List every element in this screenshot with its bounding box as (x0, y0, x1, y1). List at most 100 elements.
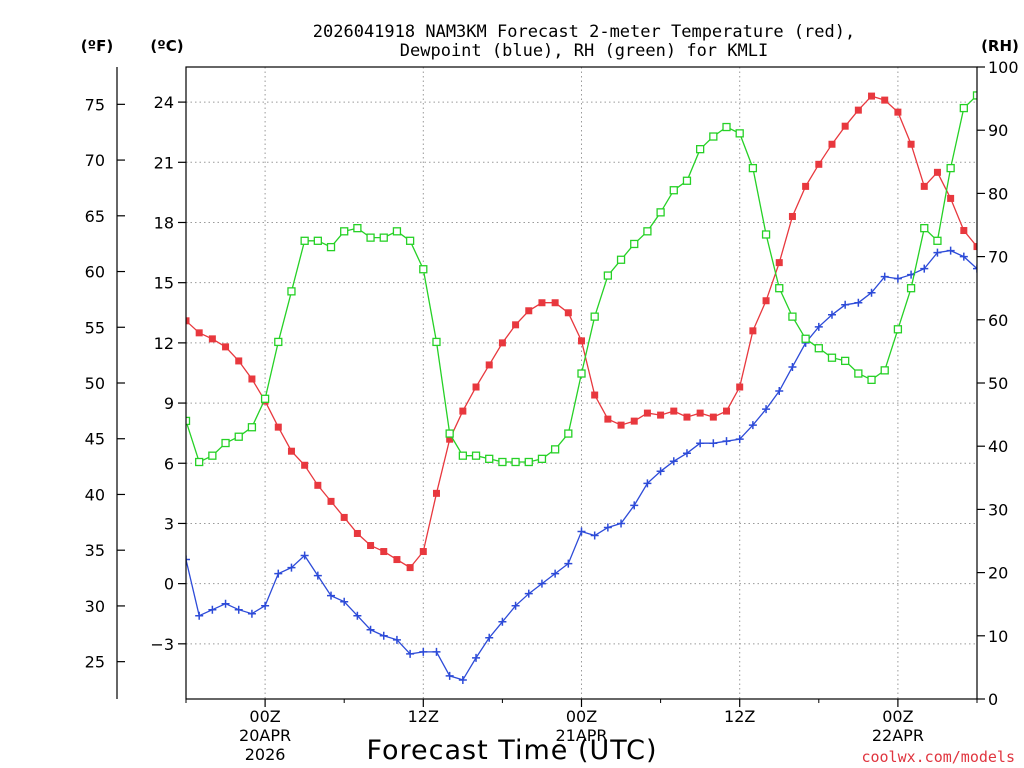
relative-humidity-point (208, 451, 217, 460)
celsius-tick-label: 12 (154, 334, 174, 353)
dewpoint-point (313, 571, 322, 580)
x-tick-label: 00Z (249, 707, 280, 726)
temperature-point (498, 339, 506, 347)
dewpoint-point (340, 597, 349, 606)
dewpoint-point (814, 322, 823, 331)
dewpoint-point (274, 569, 283, 578)
temperature-point (367, 542, 375, 550)
temperature-point (841, 122, 849, 130)
dewpoint-point (458, 675, 467, 684)
dewpoint-point (261, 601, 270, 610)
temperature-point (512, 321, 520, 329)
temperature-point (446, 435, 454, 443)
relative-humidity-point (788, 312, 797, 321)
relative-humidity-point (616, 255, 626, 264)
relative-humidity-point (920, 224, 929, 233)
relative-humidity-point (379, 233, 388, 242)
x-tick-label: 00Z (882, 707, 913, 726)
relative-humidity-point (775, 284, 784, 293)
temperature-point (551, 299, 559, 307)
dewpoint-point (208, 605, 217, 614)
dewpoint-point (775, 387, 784, 396)
dewpoint-point (841, 300, 850, 309)
fahrenheit-tick-label: 25 (85, 653, 105, 672)
relative-humidity-point (854, 369, 863, 378)
relative-humidity-point (260, 394, 270, 403)
temperature-point (314, 481, 322, 489)
temperature-point (815, 160, 823, 168)
dewpoint-point (392, 635, 401, 644)
relative-humidity-point (366, 233, 375, 242)
relative-humidity-point (195, 457, 204, 467)
temperature-point (274, 423, 282, 431)
relative-humidity-point (814, 344, 823, 353)
relative-humidity-point (405, 236, 415, 245)
relative-humidity-point (485, 454, 494, 463)
temperature-point (960, 227, 968, 235)
temperature-point (868, 92, 876, 100)
rh-tick-label: 50 (988, 374, 1008, 393)
temperature-point (353, 529, 361, 537)
dewpoint-point (722, 437, 731, 446)
rh-tick-label: 90 (988, 121, 1008, 140)
dewpoint-point (432, 647, 441, 656)
temperature-point (538, 299, 546, 307)
dewpoint-point (682, 449, 691, 458)
relative-humidity-point (445, 429, 454, 438)
relative-humidity-point (537, 454, 547, 463)
temperature-point (406, 564, 414, 572)
temperature-point (696, 409, 704, 417)
x-tick-year: 2026 (245, 745, 286, 764)
rh-tick-label: 80 (988, 184, 1008, 203)
rh-tick-label: 0 (988, 690, 998, 709)
dewpoint-point (551, 569, 560, 578)
relative-humidity-point (550, 445, 560, 454)
credit-text: coolwx.com/models (861, 748, 1015, 766)
temperature-point (683, 413, 691, 421)
dewpoint-point (762, 405, 771, 414)
temperature-line (186, 95, 977, 569)
temperature-point (222, 343, 230, 351)
fahrenheit-tick-label: 50 (85, 374, 105, 393)
dewpoint-point (524, 589, 533, 598)
relative-humidity-point (906, 284, 916, 293)
rh-tick-label: 60 (988, 311, 1008, 330)
temperature-point (973, 243, 977, 251)
fahrenheit-axis-label: (ºF) (81, 37, 113, 55)
temperature-point (472, 383, 480, 391)
dewpoint-point (946, 246, 955, 255)
dewpoint-point (617, 519, 626, 528)
series-layer (186, 91, 994, 684)
celsius-tick-label: 3 (164, 514, 174, 533)
relative-humidity-point (274, 337, 283, 347)
relative-humidity-point (630, 239, 639, 249)
temperature-point (933, 168, 941, 176)
rh-tick-label: 100 (988, 58, 1019, 77)
relative-humidity-point (987, 108, 994, 115)
relative-humidity-point (313, 236, 322, 245)
relative-humidity-point (300, 236, 309, 245)
temperature-point (775, 259, 783, 267)
dewpoint-point (234, 605, 243, 614)
dewpoint-point (577, 527, 586, 536)
rh-axis-label: (RH) (981, 37, 1019, 55)
temperature-point (248, 375, 256, 383)
celsius-tick-label: −3 (150, 635, 174, 654)
relative-humidity-point (577, 369, 586, 378)
dewpoint-point (867, 288, 876, 297)
celsius-tick-label: 6 (164, 454, 174, 473)
fahrenheit-tick-label: 40 (85, 485, 105, 504)
temperature-point (380, 548, 388, 556)
dewpoint-point (709, 439, 718, 448)
relative-humidity-point (841, 356, 850, 366)
dewpoint-point (379, 631, 388, 640)
dewpoint-point (445, 671, 454, 680)
temperature-point (564, 309, 572, 317)
x-tick-label: 00Z (566, 707, 597, 726)
temperature-point (723, 407, 731, 415)
relative-humidity-point (722, 122, 731, 132)
temperature-point (591, 391, 599, 399)
relative-humidity-point (234, 432, 243, 441)
temperature-point (788, 212, 796, 220)
